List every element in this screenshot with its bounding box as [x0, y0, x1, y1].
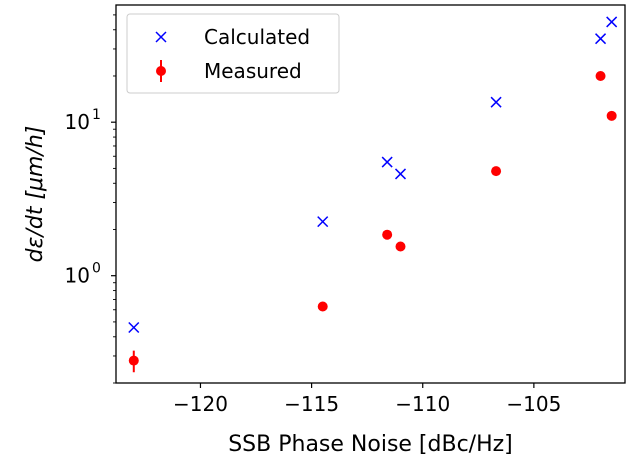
cross-stroke	[381, 156, 393, 168]
cross-stroke	[128, 321, 140, 334]
cross-stroke	[155, 31, 167, 43]
calculated-point	[394, 168, 407, 180]
calculated-point	[317, 216, 329, 228]
legend-label-measured: Measured	[204, 59, 302, 83]
y-axis-label: dε/dt [μm/h]	[23, 126, 48, 263]
cross-stroke	[317, 216, 329, 228]
cross-stroke	[394, 168, 407, 180]
measured-point	[491, 166, 502, 177]
measured-point	[606, 110, 617, 121]
x-tick-label: −110	[395, 392, 450, 416]
calculated-point	[381, 156, 393, 168]
cross-stroke	[490, 96, 502, 108]
measured-point	[128, 355, 139, 366]
legend-label-calculated: Calculated	[204, 25, 310, 49]
y-tick-label: 10	[65, 110, 90, 134]
measured-point	[382, 229, 393, 240]
legend-marker-calculated	[155, 31, 167, 43]
y-tick-exponent: 0	[92, 261, 101, 277]
legend-entries: Calculated Measured	[155, 25, 310, 83]
calculated-point	[595, 33, 607, 45]
legend-marker-measured	[156, 66, 166, 76]
legend: Calculated Measured	[126, 13, 340, 94]
x-axis-label: SSB Phase Noise [dBc/Hz]	[228, 432, 513, 457]
marks-layer	[128, 16, 618, 373]
measured-point	[317, 301, 328, 312]
legend-box	[126, 13, 340, 94]
x-tick-label: −105	[506, 392, 561, 416]
cross-stroke	[595, 33, 607, 45]
calculated-point	[490, 96, 502, 108]
calculated-point	[606, 16, 618, 28]
plot-frame	[115, 4, 626, 384]
measured-point	[395, 241, 406, 252]
y-tick-label: 10	[65, 264, 90, 288]
x-tick-label: −115	[284, 392, 339, 416]
y-tick-exponent: 1	[92, 107, 101, 123]
x-tick-label: −120	[173, 392, 228, 416]
cross-stroke	[606, 16, 618, 28]
calculated-point	[128, 321, 140, 334]
measured-point	[595, 70, 606, 81]
